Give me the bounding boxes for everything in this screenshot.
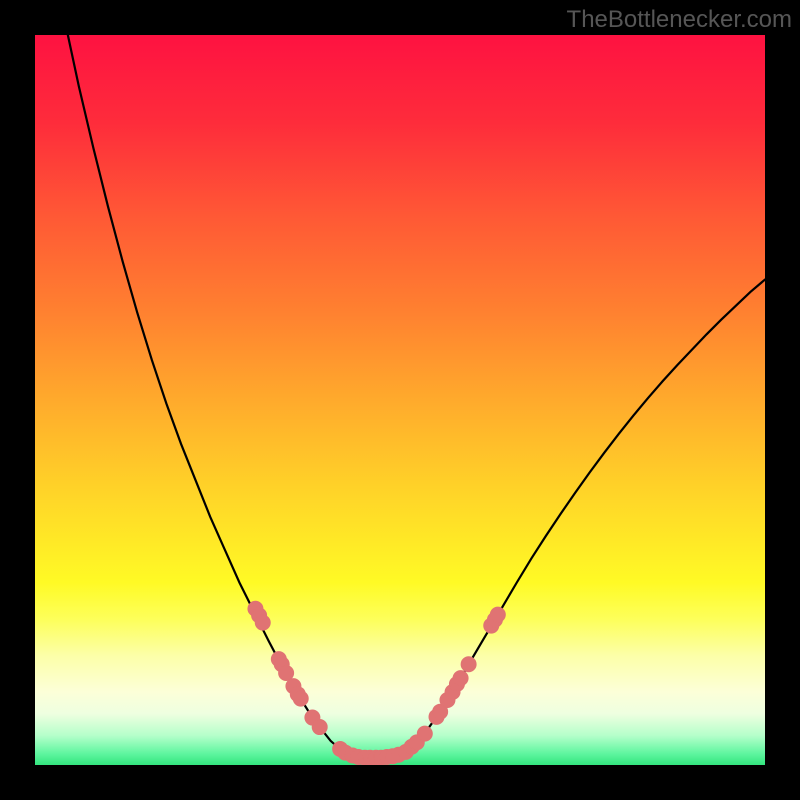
- frame-right: [765, 0, 800, 800]
- data-marker: [417, 726, 432, 741]
- data-marker: [255, 615, 270, 630]
- gradient-background: [35, 35, 765, 765]
- data-marker: [279, 666, 294, 681]
- watermark-text: TheBottlenecker.com: [567, 6, 792, 34]
- data-marker: [490, 607, 505, 622]
- plot-area: [35, 35, 765, 765]
- frame-bottom: [0, 765, 800, 800]
- data-marker: [312, 720, 327, 735]
- frame-left: [0, 0, 35, 800]
- data-marker: [461, 657, 476, 672]
- data-marker: [293, 691, 308, 706]
- chart-container: TheBottlenecker.com: [0, 0, 800, 800]
- data-marker: [453, 671, 468, 686]
